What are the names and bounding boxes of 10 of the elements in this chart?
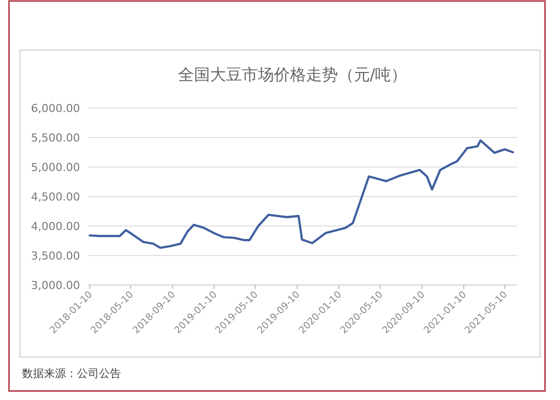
y-tick-label: 3,500.00 [31,250,80,262]
y-tick-label: 6,000.00 [31,102,80,115]
chart-title: 全国大豆市场价格走势（元/吨） [178,65,408,84]
y-tick-label: 5,000.00 [31,161,80,174]
y-tick-label: 5,500.00 [31,132,80,144]
y-tick-label: 4,000.00 [31,220,80,233]
source-note: 数据来源：公司公告 [22,367,121,380]
y-tick-label: 3,000.00 [31,279,80,292]
y-tick-label: 4,500.00 [31,190,80,204]
line-series [88,139,514,249]
